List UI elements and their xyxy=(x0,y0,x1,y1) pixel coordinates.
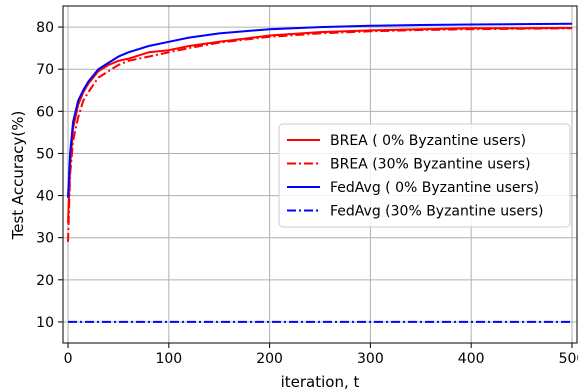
legend-label-2: FedAvg ( 0% Byzantine users) xyxy=(330,180,539,196)
x-axis-label: iteration, t xyxy=(281,373,360,391)
x-tick-label: 100 xyxy=(155,351,182,367)
legend-box xyxy=(278,123,571,228)
legend-label-0: BREA ( 0% Byzantine users) xyxy=(330,133,526,149)
series-line-1 xyxy=(67,27,573,242)
x-tick-label: 300 xyxy=(357,351,384,367)
y-axis-label: Test Accuracy(%) xyxy=(9,111,27,241)
x-tick-label: 400 xyxy=(458,351,485,367)
x-tick-label: 200 xyxy=(256,351,283,367)
y-tick-label: 10 xyxy=(36,315,54,331)
y-tick-label: 60 xyxy=(36,104,54,120)
legend-label-1: BREA (30% Byzantine users) xyxy=(330,157,531,173)
axis-ticks: 0 100 200 300 400 500 10 20 30 40 50 60 70 80 xyxy=(36,20,578,367)
y-tick-label: 80 xyxy=(36,20,54,36)
y-tick-label: 70 xyxy=(36,62,54,78)
legend-label-3: FedAvg (30% Byzantine users) xyxy=(330,204,544,220)
series-line-2 xyxy=(67,22,573,198)
y-tick-label: 40 xyxy=(36,189,54,205)
legend: BREA ( 0% Byzantine users) BREA (30% Byza… xyxy=(278,123,571,228)
y-tick-label: 50 xyxy=(36,146,54,162)
y-tick-label: 20 xyxy=(36,273,54,289)
series-lines xyxy=(67,22,573,323)
plot-frame xyxy=(62,5,578,344)
y-tick-label: 30 xyxy=(36,231,54,247)
x-tick-label: 0 xyxy=(64,351,73,367)
x-tick-label: 500 xyxy=(559,351,578,367)
